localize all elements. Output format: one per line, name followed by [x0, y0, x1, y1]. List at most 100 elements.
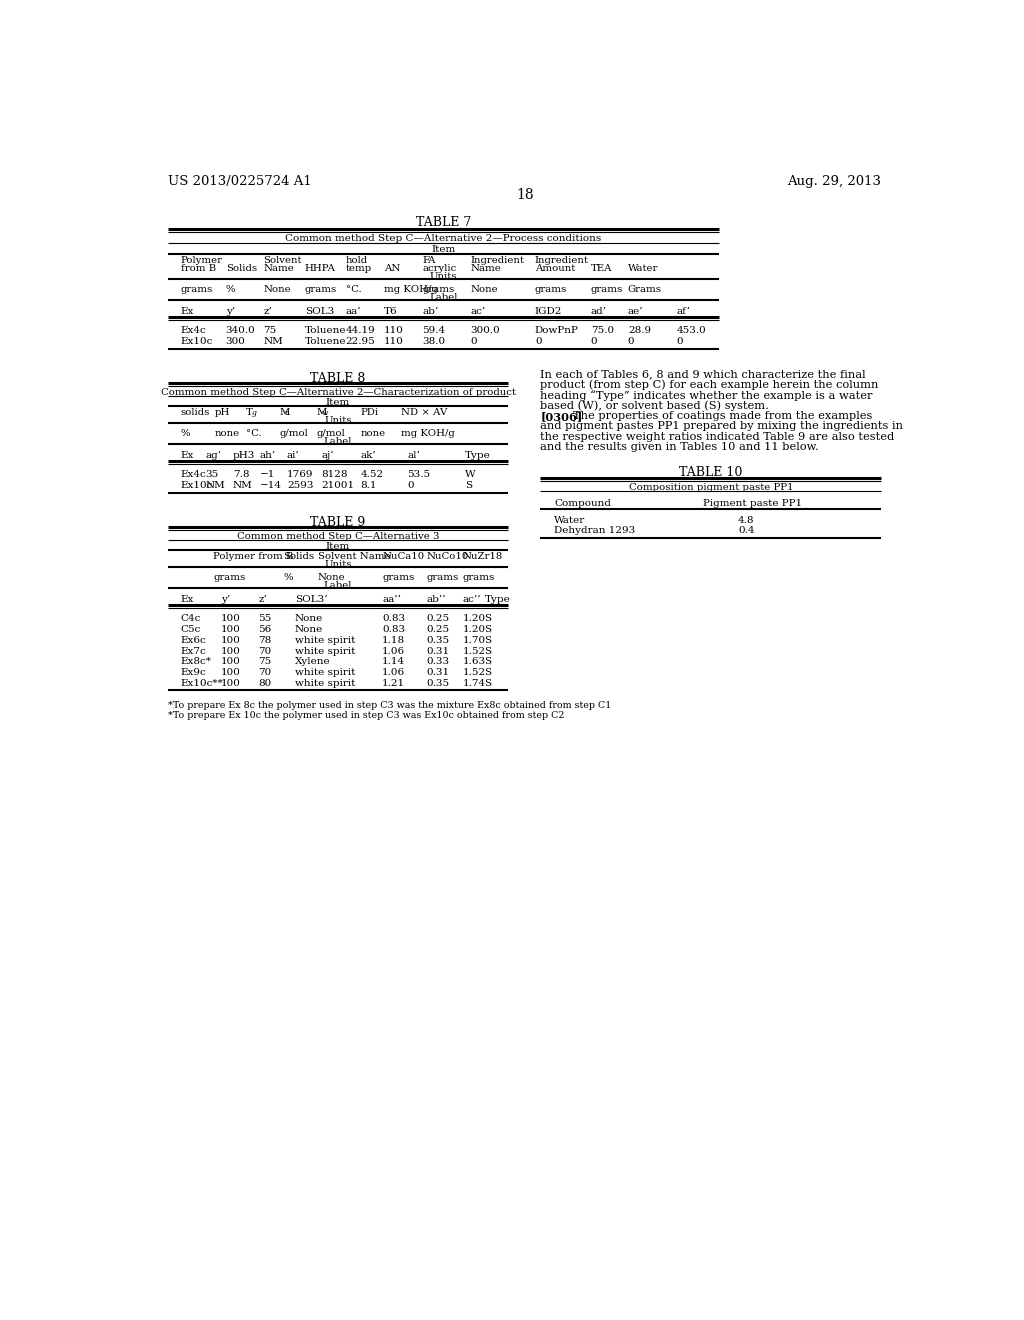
Text: 1.74: 1.74 [463, 678, 486, 688]
Text: white spirit: white spirit [295, 668, 355, 677]
Text: based (W), or solvent based (S) system.: based (W), or solvent based (S) system. [541, 400, 769, 411]
Text: w: w [322, 409, 329, 417]
Text: 21001: 21001 [322, 480, 355, 490]
Text: 75: 75 [258, 657, 271, 667]
Text: Ex6c: Ex6c [180, 636, 207, 644]
Text: mg KOH/g: mg KOH/g [400, 429, 455, 438]
Text: acrylic: acrylic [423, 264, 457, 273]
Text: The properties of coatings made from the examples: The properties of coatings made from the… [572, 411, 872, 421]
Text: ak’: ak’ [360, 451, 376, 459]
Text: 1.21: 1.21 [382, 678, 406, 688]
Text: none: none [360, 429, 386, 438]
Text: Name: Name [263, 264, 294, 273]
Text: heading “Type” indicates whether the example is a water: heading “Type” indicates whether the exa… [541, 391, 872, 401]
Text: y’: y’ [221, 595, 230, 605]
Text: TABLE 7: TABLE 7 [416, 216, 471, 230]
Text: 453.0: 453.0 [677, 326, 707, 335]
Text: TEA: TEA [591, 264, 612, 273]
Text: Units: Units [430, 272, 457, 281]
Text: 1.70: 1.70 [463, 636, 486, 644]
Text: Solvent: Solvent [263, 256, 302, 265]
Text: 0.35: 0.35 [426, 678, 450, 688]
Text: 100: 100 [221, 647, 241, 656]
Text: Common method Step C—Alternative 2—Process conditions: Common method Step C—Alternative 2—Proce… [286, 234, 601, 243]
Text: n: n [285, 409, 290, 417]
Text: AN: AN [384, 264, 400, 273]
Text: None: None [317, 573, 345, 582]
Text: Units: Units [325, 560, 352, 569]
Text: S: S [484, 668, 492, 677]
Text: *To prepare Ex 8c the polymer used in step C3 was the mixture Ex8c obtained from: *To prepare Ex 8c the polymer used in st… [168, 701, 611, 710]
Text: 300.0: 300.0 [471, 326, 501, 335]
Text: 0: 0 [628, 337, 635, 346]
Text: Solvent Name: Solvent Name [317, 552, 390, 561]
Text: grams: grams [463, 573, 495, 582]
Text: W: W [465, 470, 476, 479]
Text: g/mol: g/mol [280, 429, 308, 438]
Text: 75.0: 75.0 [591, 326, 613, 335]
Text: TABLE 9: TABLE 9 [310, 516, 366, 529]
Text: 7.8: 7.8 [232, 470, 249, 479]
Text: grams: grams [423, 285, 455, 294]
Text: Ex: Ex [180, 595, 195, 605]
Text: and pigment pastes PP1 prepared by mixing the ingredients in: and pigment pastes PP1 prepared by mixin… [541, 421, 903, 432]
Text: T6: T6 [384, 308, 397, 315]
Text: Ex4c: Ex4c [180, 470, 207, 479]
Text: 8128: 8128 [322, 470, 348, 479]
Text: 28.9: 28.9 [628, 326, 651, 335]
Text: 0: 0 [471, 337, 477, 346]
Text: aj’: aj’ [322, 451, 335, 459]
Text: 38.0: 38.0 [423, 337, 445, 346]
Text: TABLE 10: TABLE 10 [679, 466, 742, 479]
Text: Ex7c: Ex7c [180, 647, 207, 656]
Text: 1.14: 1.14 [382, 657, 406, 667]
Text: S: S [484, 647, 492, 656]
Text: 100: 100 [221, 626, 241, 634]
Text: white spirit: white spirit [295, 636, 355, 644]
Text: 0: 0 [407, 480, 414, 490]
Text: 1.06: 1.06 [382, 647, 406, 656]
Text: Water: Water [554, 516, 586, 524]
Text: and the results given in Tables 10 and 11 below.: and the results given in Tables 10 and 1… [541, 442, 819, 453]
Text: Polymer from B: Polymer from B [213, 552, 294, 561]
Text: 4.52: 4.52 [360, 470, 384, 479]
Text: C5c: C5c [180, 626, 201, 634]
Text: 0: 0 [591, 337, 597, 346]
Text: T: T [246, 408, 253, 417]
Text: Ex: Ex [180, 451, 195, 459]
Text: C4c: C4c [180, 614, 201, 623]
Text: al’: al’ [407, 451, 420, 459]
Text: 1769: 1769 [287, 470, 313, 479]
Text: pH3: pH3 [232, 451, 255, 459]
Text: Ex10c: Ex10c [180, 480, 213, 490]
Text: 100: 100 [221, 678, 241, 688]
Text: from B: from B [180, 264, 216, 273]
Text: 110: 110 [384, 326, 403, 335]
Text: IGD2: IGD2 [535, 308, 562, 315]
Text: ag’: ag’ [206, 451, 221, 459]
Text: 0: 0 [535, 337, 542, 346]
Text: ac’’: ac’’ [463, 595, 481, 605]
Text: 70: 70 [258, 668, 271, 677]
Text: aa’’: aa’’ [382, 595, 401, 605]
Text: Toluene: Toluene [305, 337, 346, 346]
Text: Composition pigment paste PP1: Composition pigment paste PP1 [629, 483, 793, 491]
Text: 75: 75 [263, 326, 276, 335]
Text: g/mol: g/mol [316, 429, 345, 438]
Text: 0.83: 0.83 [382, 614, 406, 623]
Text: pH: pH [215, 408, 230, 417]
Text: 80: 80 [258, 678, 271, 688]
Text: Dehydran 1293: Dehydran 1293 [554, 527, 636, 536]
Text: PDi: PDi [360, 408, 379, 417]
Text: hold: hold [346, 256, 368, 265]
Text: %: % [283, 573, 293, 582]
Text: 1.52: 1.52 [463, 668, 486, 677]
Text: None: None [263, 285, 291, 294]
Text: grams: grams [426, 573, 459, 582]
Text: 55: 55 [258, 614, 271, 623]
Text: 0.25: 0.25 [426, 614, 450, 623]
Text: 59.4: 59.4 [423, 326, 445, 335]
Text: 100: 100 [221, 614, 241, 623]
Text: Common method Step C—Alternative 3: Common method Step C—Alternative 3 [237, 532, 439, 541]
Text: ac’: ac’ [471, 308, 485, 315]
